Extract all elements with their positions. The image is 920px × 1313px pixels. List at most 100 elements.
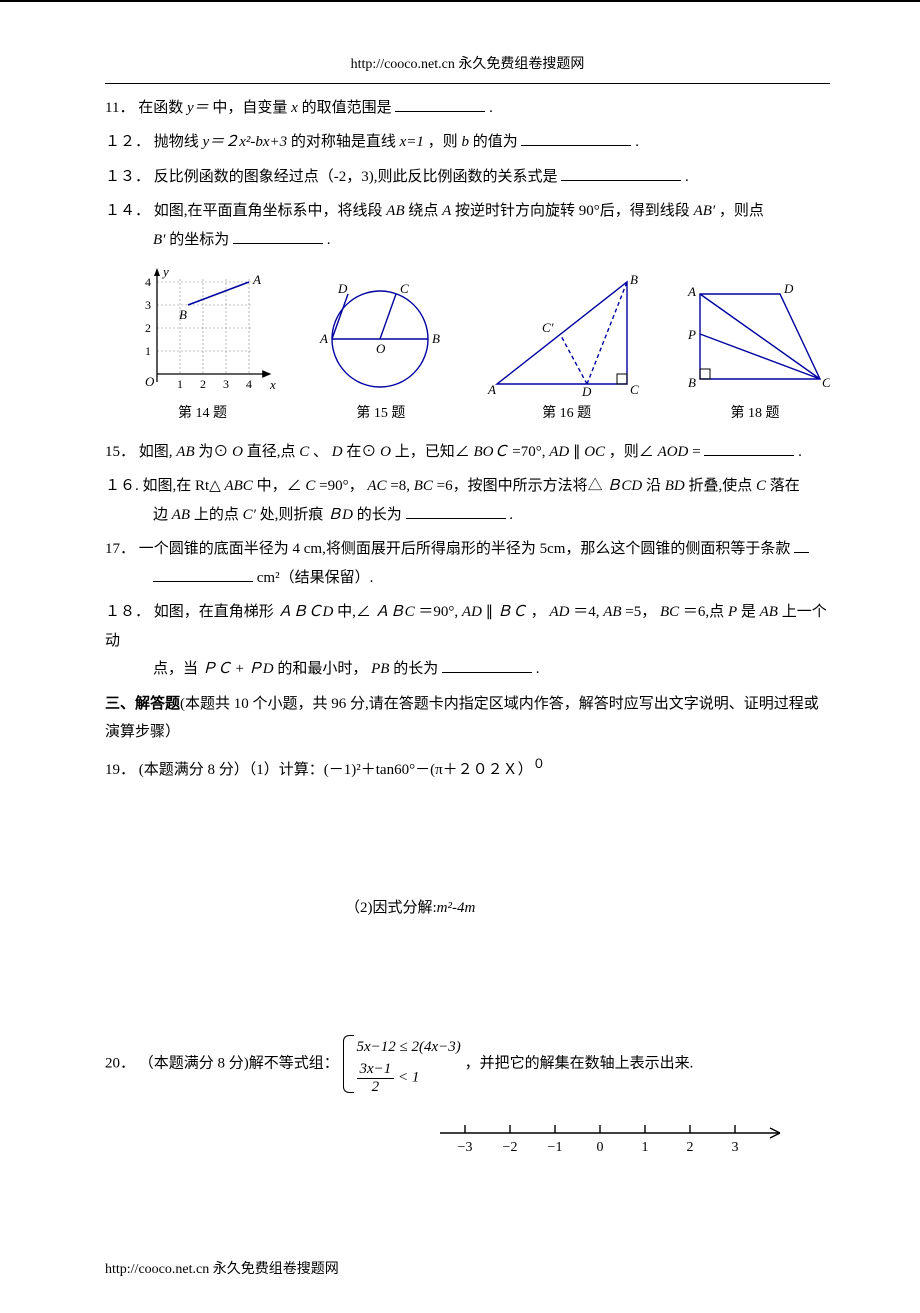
- page-footer: http://cooco.net.cn 永久免费组卷搜题网: [105, 1257, 339, 1284]
- question-17: 17． 一个圆锥的底面半径为 4 cm,将侧面展开后所得扇形的半径为 5cm，那…: [105, 535, 830, 592]
- q18-AD2: AD: [549, 604, 569, 620]
- q12-num: １２．: [105, 134, 150, 150]
- q16-AB2: AB: [172, 507, 190, 523]
- svg-text:0: 0: [597, 1140, 604, 1155]
- q16-l2c: 处,则折痕: [260, 507, 328, 523]
- q18-AB: AB: [603, 604, 621, 620]
- figure-18-caption: 第 18 题: [680, 401, 830, 428]
- q18-comma: ，: [531, 604, 546, 620]
- q16-num: １６.: [105, 478, 139, 494]
- q18-AB2: AB: [760, 604, 778, 620]
- q16-b: 中，∠: [257, 478, 302, 494]
- q11-tail: .: [489, 100, 493, 116]
- section-3: 三、解答题(本题共 10 个小题，共 96 分,请在答题卡内指定区域内作答，解答…: [105, 690, 830, 747]
- question-15: 15． 如图, AB 为⊙ O 直径,点 C 、 D 在⊙ O 上，已知∠ BO…: [105, 438, 830, 467]
- svg-text:B: B: [630, 274, 638, 287]
- svg-text:O: O: [145, 374, 155, 389]
- q12-x1: x=1: [400, 134, 424, 150]
- svg-text:x: x: [269, 377, 276, 392]
- q19-num: 19．: [105, 762, 135, 778]
- q18-a: 如图，在直角梯形: [154, 604, 274, 620]
- q15-O2: O: [380, 444, 391, 460]
- sec3-desc: (本题共 10 个小题，共 96 分,请在答题卡内指定区域内作答，解答时应写出文…: [105, 696, 819, 741]
- q18-P: P: [728, 604, 737, 620]
- q12-a: 抛物线: [154, 134, 203, 150]
- question-13: １３． 反比例函数的图象经过点（-2，3),则此反比例函数的关系式是 .: [105, 163, 830, 192]
- q18-tail: .: [536, 661, 540, 677]
- q18-blank: [442, 657, 532, 673]
- question-19: 19． (本题满分 8 分）（1）计算：(－1)²＋tan60°－(π＋２０２Ｘ…: [105, 753, 830, 785]
- question-18: １８． 如图，在直角梯形 ＡＢＣD 中,∠ ＡＢC ＝90°, AD ∥ ＢＣ …: [105, 598, 830, 684]
- q12-d: 的值为: [473, 134, 518, 150]
- q17-blank0: [794, 537, 809, 553]
- q16-f: 沿: [646, 478, 665, 494]
- svg-text:2: 2: [687, 1140, 694, 1155]
- svg-text:B: B: [179, 307, 187, 322]
- svg-text:O: O: [376, 341, 386, 356]
- q15-D: D: [332, 444, 343, 460]
- svg-text:B: B: [432, 331, 440, 346]
- q20-a: （本题满分 8 分)解不等式组：: [139, 1055, 339, 1071]
- question-16: １６. 如图,在 Rt△ ABC 中，∠ C =90°， AC =8, BC =…: [105, 472, 830, 529]
- q16-tail: .: [509, 507, 513, 523]
- q14-A: A: [442, 203, 451, 219]
- svg-text:C: C: [400, 281, 409, 296]
- q18-BC2: BC: [660, 604, 679, 620]
- svg-text:4: 4: [145, 275, 151, 289]
- q12-tail: .: [635, 134, 639, 150]
- svg-text:−1: −1: [548, 1140, 563, 1155]
- q17-a: 一个圆锥的底面半径为 4 cm,将侧面展开后所得扇形的半径为 5cm，那么这个圆…: [139, 541, 791, 557]
- q18-f: ＝6,点: [683, 604, 728, 620]
- q18-AD: AD: [462, 604, 482, 620]
- q13-tail: .: [685, 169, 689, 185]
- q15-c: 直径,点: [247, 444, 300, 460]
- q15-AOD: AOD: [658, 444, 689, 460]
- q14-c: 按逆时针方向旋转 90°后，得到线段: [455, 203, 694, 219]
- figure-14-caption: 第 14 题: [125, 401, 280, 428]
- q16-e: =6，按图中所示方法将△: [437, 478, 603, 494]
- q16-c: =90°，: [319, 478, 363, 494]
- q11-expr: y＝: [187, 100, 209, 116]
- q16-BD: BD: [665, 478, 685, 494]
- q14-ABp: AB′: [694, 203, 716, 219]
- svg-text:−3: −3: [458, 1140, 473, 1155]
- svg-text:2: 2: [145, 321, 151, 335]
- figure-16-caption: 第 16 题: [482, 401, 652, 428]
- q13-text: 反比例函数的图象经过点（-2，3),则此反比例函数的关系式是: [154, 169, 558, 185]
- q17-unit: cm²（结果保留）.: [257, 570, 374, 586]
- q15-AD: AD: [549, 444, 569, 460]
- q18-e: =5，: [625, 604, 660, 620]
- svg-text:D: D: [783, 281, 794, 296]
- q18-g: 是: [741, 604, 760, 620]
- q19-a: (本题满分 8 分）（1）计算：(－1)²＋tan60°－(π＋２０２Ｘ）: [139, 762, 533, 778]
- q18-PC: ＰＣ: [202, 661, 232, 677]
- figure-18: A D P B C 第 18 题: [680, 279, 830, 428]
- q11-num: 11．: [105, 100, 134, 116]
- q18-c: ＝90°,: [418, 604, 458, 620]
- svg-text:A: A: [687, 284, 696, 299]
- q11-a: 在函数: [138, 100, 187, 116]
- q19-p2-expr: m²-4m: [437, 900, 476, 916]
- q13-blank: [561, 165, 681, 181]
- svg-text:B: B: [688, 375, 696, 390]
- q14-b: 绕点: [408, 203, 442, 219]
- q16-l2d: 的长为: [357, 507, 402, 523]
- q16-Cp: C′: [243, 507, 256, 523]
- q16-l2a: 边: [153, 507, 172, 523]
- q19-sup: ０: [533, 757, 546, 771]
- q16-BC: BC: [414, 478, 433, 494]
- figure-15: A B C D O 第 15 题: [308, 279, 453, 428]
- svg-text:1: 1: [642, 1140, 649, 1155]
- question-14: １４． 如图,在平面直角坐标系中，将线段 AB 绕点 A 按逆时针方向旋转 90…: [105, 197, 830, 254]
- q15-d: 、: [313, 444, 328, 460]
- figure-16: A B C D C′ 第 16 题: [482, 274, 652, 428]
- svg-text:C: C: [822, 375, 830, 390]
- page-header: http://cooco.net.cn 永久免费组卷搜题网: [105, 52, 830, 84]
- q15-num: 15．: [105, 444, 135, 460]
- q18-ABCD: ＡＢＣD: [278, 604, 334, 620]
- q15-f: 上，已知∠: [395, 444, 470, 460]
- q19-p2-label: （2)因式分解:: [345, 900, 437, 916]
- svg-text:C′: C′: [542, 320, 554, 335]
- svg-text:A: A: [252, 272, 261, 287]
- q18-BC: ＢＣ: [497, 604, 527, 620]
